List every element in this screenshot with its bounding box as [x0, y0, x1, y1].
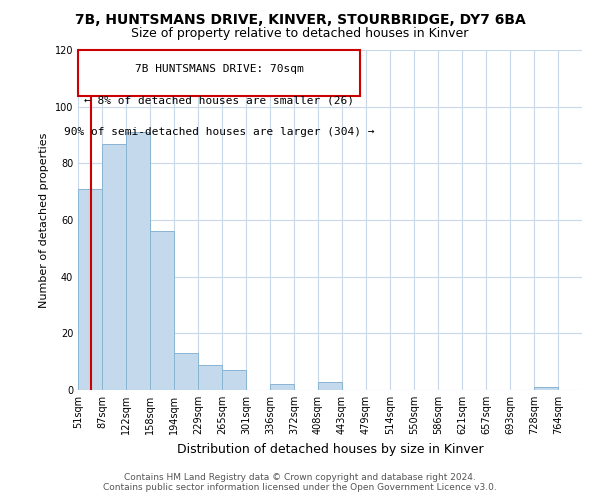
Bar — [102, 144, 126, 390]
Bar — [222, 370, 246, 390]
Bar — [174, 353, 198, 390]
Bar — [534, 387, 558, 390]
Text: 7B, HUNTSMANS DRIVE, KINVER, STOURBRIDGE, DY7 6BA: 7B, HUNTSMANS DRIVE, KINVER, STOURBRIDGE… — [74, 12, 526, 26]
Text: Size of property relative to detached houses in Kinver: Size of property relative to detached ho… — [131, 28, 469, 40]
Text: Contains HM Land Registry data © Crown copyright and database right 2024.
Contai: Contains HM Land Registry data © Crown c… — [103, 473, 497, 492]
Text: 7B HUNTSMANS DRIVE: 70sqm: 7B HUNTSMANS DRIVE: 70sqm — [135, 64, 304, 74]
Text: 90% of semi-detached houses are larger (304) →: 90% of semi-detached houses are larger (… — [64, 127, 374, 137]
Text: ← 8% of detached houses are smaller (26): ← 8% of detached houses are smaller (26) — [84, 95, 354, 105]
Bar — [270, 384, 294, 390]
Bar — [78, 189, 102, 390]
Bar — [318, 382, 342, 390]
Y-axis label: Number of detached properties: Number of detached properties — [39, 132, 49, 308]
Bar — [198, 364, 222, 390]
Bar — [150, 232, 174, 390]
FancyBboxPatch shape — [78, 50, 360, 96]
Bar — [126, 132, 150, 390]
X-axis label: Distribution of detached houses by size in Kinver: Distribution of detached houses by size … — [176, 442, 484, 456]
